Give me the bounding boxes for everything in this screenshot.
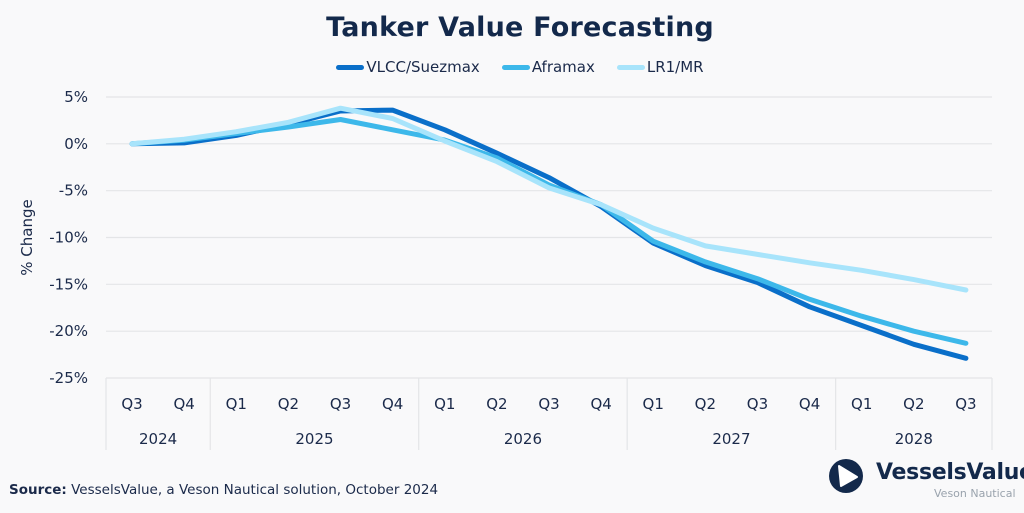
legend-label-lr1mr: LR1/MR: [646, 58, 704, 76]
y-tick-label: -15%: [49, 275, 88, 293]
year-label: 2027: [712, 430, 750, 448]
legend-label-vlcc: VLCC/Suezmax: [366, 58, 480, 76]
y-tick-label: -5%: [59, 182, 88, 200]
y-tick-label: -20%: [49, 322, 88, 340]
x-tick-label: Q3: [747, 395, 768, 413]
x-tick-label: Q4: [382, 395, 403, 413]
x-tick-label: Q1: [434, 395, 455, 413]
legend-swatch-aframax: [501, 64, 530, 70]
x-tick-label: Q2: [903, 395, 924, 413]
y-axis-label: % Change: [18, 199, 36, 275]
legend-item-aframax: Aframax: [501, 58, 595, 76]
x-tick-label: Q3: [955, 395, 976, 413]
legend-swatch-vlcc: [336, 64, 365, 70]
source-text: VesselsValue, a Veson Nautical solution,…: [71, 482, 439, 498]
x-tick-label: Q4: [173, 395, 194, 413]
x-tick-label: Q3: [538, 395, 559, 413]
legend: VLCC/Suezmax Aframax LR1/MR: [0, 58, 1024, 76]
source-note: Source: VesselsValue, a Veson Nautical s…: [9, 482, 438, 498]
legend-swatch-lr1mr: [616, 64, 645, 70]
x-tick-label: Q1: [226, 395, 247, 413]
x-tick-label: Q4: [799, 395, 820, 413]
source-label: Source:: [9, 482, 67, 498]
x-tick-label: Q2: [278, 395, 299, 413]
legend-label-aframax: Aframax: [531, 58, 595, 76]
series-line-lr1-mr: [129, 105, 969, 293]
x-tick-label: Q4: [590, 395, 611, 413]
x-tick-label: Q2: [486, 395, 507, 413]
series-line-vlcc-suezmax: [129, 107, 969, 361]
y-tick-label: -10%: [49, 229, 88, 247]
legend-item-vlcc: VLCC/Suezmax: [336, 58, 480, 76]
logo-subtitle: Veson Nautical: [934, 487, 1016, 500]
x-tick-label: Q3: [121, 395, 142, 413]
year-label: 2028: [895, 430, 933, 448]
vesselsvalue-logo: VesselsValue Veson Nautical: [828, 458, 1024, 500]
x-tick-label: Q1: [851, 395, 872, 413]
x-tick-label: Q3: [330, 395, 351, 413]
legend-item-lr1mr: LR1/MR: [616, 58, 704, 76]
series-line-aframax: [129, 117, 969, 346]
logo-triangle-icon: [829, 459, 863, 493]
year-label: 2025: [295, 430, 333, 448]
year-label: 2026: [504, 430, 542, 448]
logo-name: VesselsValue: [876, 460, 1024, 485]
y-tick-label: -25%: [49, 369, 88, 387]
y-tick-label: 0%: [64, 135, 88, 153]
x-tick-label: Q2: [695, 395, 716, 413]
x-tick-label: Q1: [643, 395, 664, 413]
year-label: 2024: [139, 430, 177, 448]
chart-title: Tanker Value Forecasting: [326, 12, 714, 43]
y-tick-label: 5%: [64, 88, 88, 106]
